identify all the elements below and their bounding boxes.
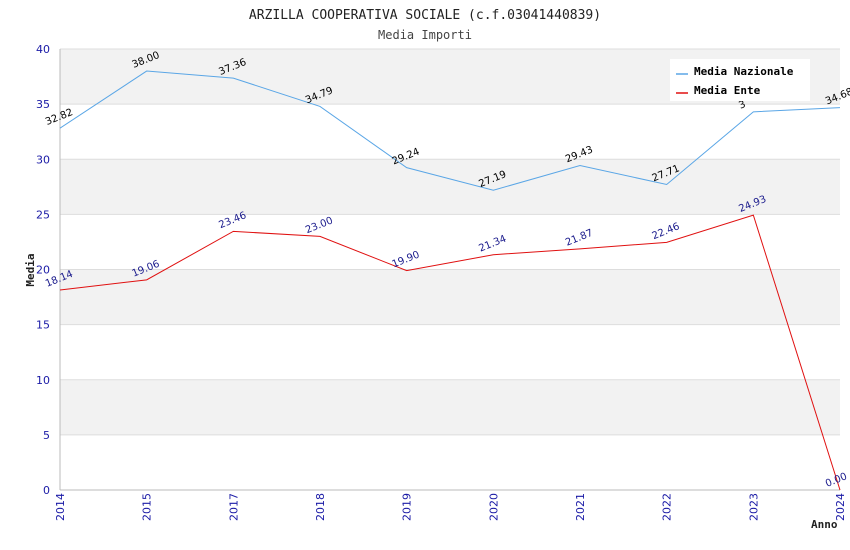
y-tick-label: 0 [43,484,50,497]
x-tick-label: 2020 [487,493,500,521]
x-tick-label: 2018 [314,493,327,521]
y-tick-label: 20 [36,264,50,277]
y-axis-label: Media [24,253,37,286]
x-tick-label: 2024 [834,493,847,521]
legend: Media Nazionale Media Ente [670,59,810,101]
x-axis-label: Anno [811,518,838,531]
plot-band [60,214,840,270]
x-tick-label: 2014 [54,493,67,521]
data-label: 3 [737,99,747,112]
legend-box [670,59,810,101]
x-tick-label: 2023 [747,493,760,521]
plot-bands [60,49,840,490]
legend-label: Media Ente [694,84,761,97]
x-tick-labels: 2014 2015 2017 2018 2019 2020 2021 2022 2023 2024 [54,493,847,521]
series-line [59,214,841,491]
x-tick-label: 2015 [141,493,154,521]
plot-band [60,104,840,160]
y-tick-label: 30 [36,153,50,166]
y-tick-label: 10 [36,374,50,387]
chart-title: ARZILLA COOPERATIVA SOCIALE (c.f.0304144… [249,8,601,23]
plot-band [60,159,840,215]
y-tick-label: 5 [43,429,50,442]
chart-subtitle: Media Importi [378,28,472,42]
grid-lines [60,48,840,436]
plot-band [60,379,840,435]
x-tick-label: 2017 [227,493,240,521]
plot-band [60,434,840,490]
y-tick-labels: 0 5 10 15 20 25 30 35 40 [36,43,50,497]
y-tick-label: 35 [36,98,50,111]
plot-band [60,324,840,380]
series-line [59,70,841,191]
plot-band [60,269,840,325]
y-tick-label: 15 [36,319,50,332]
x-tick-label: 2019 [401,493,414,521]
x-tick-label: 2022 [661,493,674,521]
y-tick-label: 25 [36,208,50,221]
x-tick-label: 2021 [574,493,587,521]
y-tick-label: 40 [36,43,50,56]
legend-label: Media Nazionale [694,65,794,78]
